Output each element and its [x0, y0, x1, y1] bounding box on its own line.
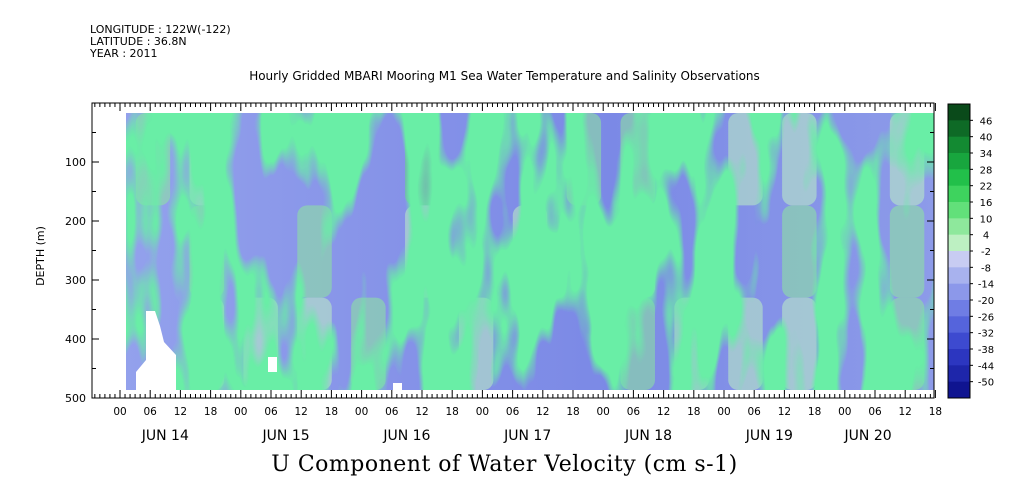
colorbar-label: -44 [978, 361, 994, 372]
colorbar-swatch [948, 267, 970, 285]
colorbar-label: 22 [980, 182, 993, 193]
colorbar-label: 16 [980, 198, 993, 209]
colorbar-swatch [948, 234, 970, 252]
colorbar-swatch [948, 104, 970, 121]
year-label: YEAR : 2011 [90, 47, 158, 60]
colorbar: 46 40 34 28 22 16 10 4 -2 -8 -14 -20 -26 -32 -38 -44 -50 [947, 103, 994, 399]
colorbar-label: 28 [980, 165, 993, 176]
x-day-label: JUN 20 [844, 428, 892, 444]
colorbar-label: 34 [980, 149, 993, 160]
colorbar-label: -32 [978, 329, 994, 340]
x-hour-label: 00 [838, 406, 851, 418]
colorbar-label: -8 [981, 263, 991, 274]
x-hour-label: 06 [264, 406, 278, 418]
colorbar-swatch [948, 251, 970, 268]
x-day-label: JUN 14 [141, 428, 189, 444]
x-hour-label: 06 [506, 406, 520, 418]
x-hour-label: 18 [325, 406, 338, 418]
x-day-label: JUN 16 [382, 428, 430, 444]
x-hour-label: 18 [929, 406, 942, 418]
x-hour-label: 06 [385, 406, 399, 418]
x-day-label: JUN 18 [624, 428, 672, 444]
colorbar-swatch [948, 381, 970, 399]
x-day-label: JUN 19 [745, 428, 793, 444]
latitude-label: LATITUDE : 36.8N [90, 35, 187, 48]
colorbar-label: 46 [980, 116, 993, 127]
chart-title: Hourly Gridded MBARI Mooring M1 Sea Wate… [249, 69, 760, 83]
colorbar-swatch [948, 169, 970, 187]
colorbar-swatch [948, 332, 970, 350]
colorbar-swatch [948, 202, 970, 219]
y-tick-label: 500 [65, 392, 86, 405]
colorbar-label: -50 [978, 378, 994, 389]
colorbar-swatch [948, 316, 970, 334]
x-axis-title: U Component of Water Velocity (cm s-1) [271, 452, 738, 477]
x-hour-label: 18 [808, 406, 821, 418]
heatmap-texture [126, 113, 934, 390]
colorbar-swatch [948, 349, 970, 366]
x-day-label: JUN 15 [262, 428, 310, 444]
y-tick-label: 200 [65, 215, 86, 228]
x-hour-label: 12 [174, 406, 187, 418]
x-hour-label: 18 [446, 406, 459, 418]
x-hour-label: 06 [748, 406, 762, 418]
x-hour-label: 12 [778, 406, 791, 418]
x-hour-label: 12 [536, 406, 549, 418]
colorbar-swatch [948, 218, 970, 236]
x-hour-label: 06 [627, 406, 641, 418]
x-hour-label: 12 [657, 406, 670, 418]
x-hour-label: 00 [355, 406, 368, 418]
x-day-label: JUN 17 [503, 428, 551, 444]
colorbar-swatch [948, 120, 970, 138]
y-tick-label: 100 [65, 156, 86, 169]
x-hour-label: 18 [687, 406, 700, 418]
x-hour-label: 00 [717, 406, 730, 418]
x-hour-label: 18 [566, 406, 579, 418]
x-hour-label: 18 [204, 406, 217, 418]
longitude-label: LONGITUDE : 122W(-122) [90, 23, 231, 36]
x-hour-label: 12 [899, 406, 912, 418]
colorbar-swatch [948, 283, 970, 301]
colorbar-swatch [948, 365, 970, 383]
x-hour-label: 06 [144, 406, 158, 418]
colorbar-label: 40 [980, 133, 993, 144]
x-hour-label: 00 [234, 406, 247, 418]
colorbar-swatch [948, 300, 970, 317]
colorbar-swatch [948, 185, 970, 203]
colorbar-label: 4 [983, 231, 989, 242]
colorbar-swatch [948, 153, 970, 170]
nodata-region [393, 383, 402, 390]
nodata-region [268, 357, 277, 372]
colorbar-label: -26 [978, 312, 994, 323]
y-tick-label: 400 [65, 333, 86, 346]
colorbar-label: -14 [978, 280, 994, 291]
colorbar-label: -2 [981, 247, 991, 258]
x-hour-label: 12 [295, 406, 308, 418]
colorbar-label: 10 [980, 214, 993, 225]
colorbar-label: -38 [978, 345, 994, 356]
y-tick-label: 300 [65, 274, 86, 287]
x-hour-label: 00 [476, 406, 489, 418]
colorbar-swatch [948, 136, 970, 154]
nodata-region [136, 311, 176, 390]
x-hour-label: 12 [415, 406, 428, 418]
x-hour-label: 00 [597, 406, 610, 418]
heatmap-field [126, 113, 934, 390]
axis-ticks: 100 200 300 400 500 00 06 12 18 00 06 12 18 00 06 12 18 0… [65, 103, 942, 444]
y-axis-label: DEPTH (m) [34, 226, 47, 286]
x-hour-label: 06 [868, 406, 882, 418]
colorbar-label: -20 [978, 296, 994, 307]
x-hour-label: 00 [113, 406, 126, 418]
